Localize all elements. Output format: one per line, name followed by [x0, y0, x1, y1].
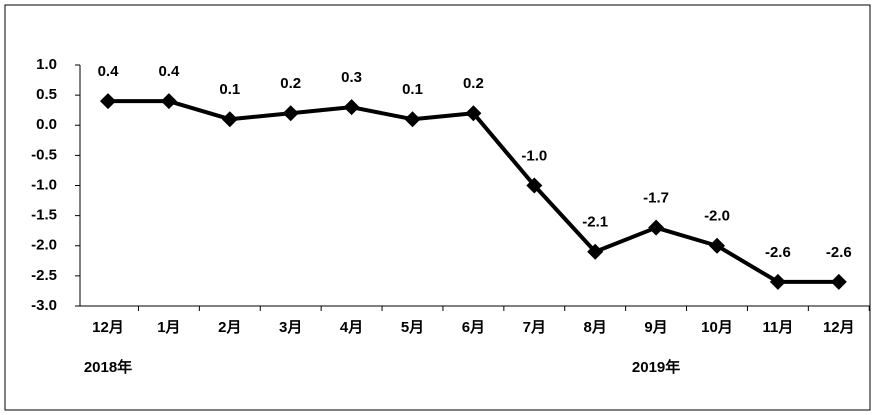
data-label: -2.6: [826, 244, 852, 261]
marker: [769, 273, 786, 290]
x-tick-label: 10月: [701, 319, 733, 336]
data-label: -2.0: [704, 208, 730, 225]
data-label: 0.4: [98, 63, 120, 80]
data-label: -2.1: [582, 214, 608, 231]
x-tick-label: 5月: [401, 319, 424, 336]
y-tick-label: -2.5: [31, 267, 57, 284]
marker: [648, 219, 665, 236]
x-tick-label: 1月: [157, 319, 180, 336]
y-tick-label: -3.0: [31, 297, 57, 314]
data-label: 0.2: [463, 75, 484, 92]
marker: [709, 237, 725, 254]
marker: [221, 111, 238, 128]
data-label: 0.1: [219, 81, 240, 98]
data-label: -2.6: [765, 244, 791, 261]
marker: [100, 93, 116, 110]
data-label: 0.2: [280, 75, 301, 92]
data-label: 0.3: [341, 69, 362, 86]
marker: [160, 93, 177, 110]
x-tick-label: 11月: [762, 319, 793, 336]
data-label: 0.4: [158, 63, 180, 80]
marker: [830, 273, 847, 290]
x-tick-label: 12月: [92, 319, 124, 336]
data-label: 0.1: [402, 81, 423, 98]
marker: [282, 105, 299, 122]
x-tick-label: 3月: [279, 319, 302, 336]
x-tick-label: 9月: [644, 319, 667, 336]
marker: [587, 243, 604, 260]
x-tick-label: 2月: [218, 319, 241, 336]
chart-border: [4, 4, 871, 411]
marker: [465, 105, 482, 122]
data-label: -1.7: [643, 190, 669, 207]
y-tick-label: 1.0: [36, 56, 57, 73]
annotation: 2018年: [84, 358, 132, 376]
marker: [526, 177, 543, 194]
data-label: -1.0: [521, 147, 547, 164]
marker: [404, 111, 421, 128]
marker: [343, 99, 360, 116]
y-tick-label: -1.0: [31, 176, 57, 193]
y-tick-label: -0.5: [31, 146, 57, 163]
y-tick-label: -2.0: [31, 237, 57, 254]
annotation: 2019年: [632, 358, 680, 376]
x-tick-label: 6月: [462, 319, 485, 336]
y-tick-label: 0.0: [36, 116, 57, 133]
x-tick-label: 8月: [584, 319, 607, 336]
y-tick-label: 0.5: [36, 86, 57, 103]
x-tick-label: 4月: [340, 319, 363, 336]
x-tick-label: 7月: [523, 319, 546, 336]
x-tick-label: 12月: [823, 319, 855, 336]
y-tick-label: -1.5: [31, 207, 57, 224]
